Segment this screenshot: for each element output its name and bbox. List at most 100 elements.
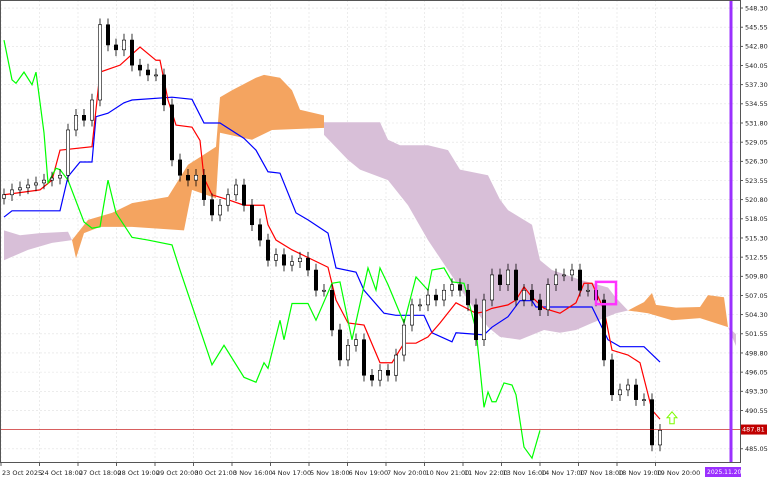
candle <box>497 274 502 285</box>
candle <box>641 399 646 401</box>
candle <box>41 179 46 184</box>
candle <box>114 44 119 51</box>
candle <box>202 174 207 200</box>
x-tick-label: 6 Nov 19:00 <box>349 469 389 477</box>
candle <box>577 269 582 291</box>
candle <box>242 184 247 206</box>
plot-frame <box>0 0 741 463</box>
x-tick-label: 29 Oct 20:00 <box>156 469 198 477</box>
candle <box>49 177 54 181</box>
y-tick-label: 485.05 <box>745 445 768 453</box>
cloud-bearish <box>324 122 628 340</box>
x-tick-label: 18 Nov 19:00 <box>618 469 662 477</box>
candle <box>361 339 366 376</box>
candle <box>17 187 22 191</box>
candle <box>505 269 510 285</box>
candle <box>170 104 175 161</box>
y-tick-label: 548.30 <box>745 4 768 12</box>
candle <box>433 294 438 301</box>
candle <box>401 324 406 356</box>
grid <box>0 0 740 462</box>
y-tick-label: 515.30 <box>745 234 768 242</box>
candle <box>297 257 302 262</box>
tenkan-sen-line <box>3 46 661 420</box>
indicator-lines <box>3 39 661 460</box>
candle <box>146 69 151 76</box>
current-price-tag <box>740 424 767 435</box>
candle <box>609 359 614 396</box>
y-tick-label: 507.05 <box>745 292 768 300</box>
chikou-span-line <box>3 39 541 460</box>
candle <box>529 289 534 301</box>
candle <box>521 289 526 301</box>
candle <box>210 199 215 216</box>
candle <box>353 339 358 346</box>
x-tick-label: 4 Nov 17:00 <box>272 469 312 477</box>
candle <box>393 354 398 376</box>
candle <box>385 370 390 376</box>
candle <box>257 224 262 241</box>
y-tick-label: 523.55 <box>745 177 768 185</box>
x-tick-label: 30 Oct 21:00 <box>195 469 237 477</box>
candle <box>90 99 95 121</box>
x-tick-label: 24 Oct 18:00 <box>41 469 83 477</box>
y-tick-label: 531.80 <box>745 119 768 127</box>
x-tick-label: 11 Nov 22:00 <box>464 469 508 477</box>
candle <box>417 304 422 307</box>
candle <box>226 194 231 206</box>
candle <box>657 430 662 446</box>
x-tick-label: 14 Nov 17:00 <box>541 469 585 477</box>
candle <box>10 189 15 196</box>
candle <box>57 174 62 179</box>
cloud-bullish <box>628 293 728 328</box>
cloud-bearish <box>4 230 72 261</box>
candle <box>218 204 223 216</box>
candle <box>617 389 622 396</box>
y-tick-label: 498.80 <box>745 349 768 357</box>
x-tick-label: 5 Nov 18:00 <box>310 469 350 477</box>
candle <box>561 274 566 277</box>
candle <box>82 115 87 121</box>
y-tick-label: 490.55 <box>745 407 768 415</box>
y-tick-label: 509.80 <box>745 273 768 281</box>
candle <box>425 294 430 306</box>
candle <box>313 269 318 291</box>
x-tick-label: 28 Oct 19:00 <box>118 469 160 477</box>
candle <box>162 74 167 106</box>
highlighted-time-label: 2025.11.20 12:00 <box>707 469 761 476</box>
candle <box>633 384 638 400</box>
candle <box>625 384 630 391</box>
candle <box>98 24 103 101</box>
highlighted-time-tag <box>705 467 741 477</box>
candle <box>250 204 255 226</box>
candle <box>66 129 71 176</box>
y-tick-label: 534.55 <box>745 100 768 108</box>
ichimoku-cloud <box>4 74 736 346</box>
candle <box>649 399 654 446</box>
candle <box>154 74 159 77</box>
candle <box>281 254 286 266</box>
candle <box>481 299 486 341</box>
candle <box>289 261 294 266</box>
x-tick-label: 7 Nov 20:00 <box>387 469 427 477</box>
candle <box>305 257 310 271</box>
candle <box>537 299 542 311</box>
candle <box>234 184 239 196</box>
candle <box>473 304 478 341</box>
x-tick-label: 17 Nov 18:00 <box>580 469 624 477</box>
x-tick-label: 3 Nov 16:00 <box>233 469 273 477</box>
candle <box>33 182 38 186</box>
candle <box>329 289 334 331</box>
x-tick-label: 19 Nov 20:00 <box>657 469 701 477</box>
candle <box>321 289 326 292</box>
candle <box>377 370 382 381</box>
candle <box>194 174 199 181</box>
y-tick-label: 512.55 <box>745 253 768 261</box>
candle <box>441 289 446 301</box>
candle <box>345 344 350 361</box>
cloud-bullish <box>72 74 324 259</box>
candle <box>585 289 590 292</box>
candle <box>122 39 127 51</box>
